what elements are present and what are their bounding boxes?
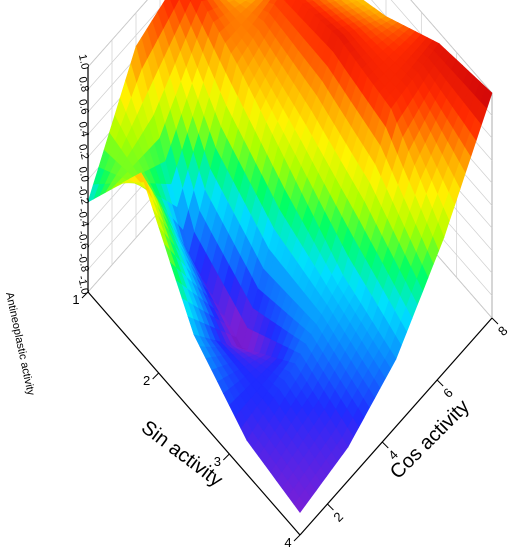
z-tick-label: 1.0 [76,53,91,70]
x-tick-label: 3 [214,454,221,469]
y-axis-line [299,317,493,536]
surface-mesh [87,0,493,514]
y-tick-label: 6 [440,385,456,401]
tick-labels: 1.0 0.8 0.6 0.4 0.2 0.0 -0.2-0.4 -0.6-0.8 -1.01 2… [72,53,510,550]
z-tick-label: -1.0 [75,275,91,296]
y-tick-mark [327,503,334,511]
surface-cell [293,496,306,514]
y-tick-mark [491,317,499,325]
z-tick-label: -0.4 [75,207,91,228]
x-tick-label: 2 [143,373,150,388]
x-tick-mark [222,453,230,461]
z-tick-label: -0.2 [75,185,91,206]
z-tick-label: 0.0 [76,166,91,183]
x-tick-label: 4 [284,535,291,550]
y-axis-label: Cos activity [386,396,474,484]
y-tick-label: 8 [495,323,511,339]
z-tick-label: 0.6 [76,98,91,115]
y-tick-mark [381,441,389,449]
x-axis-line [87,291,301,536]
z-tick-label: -0.8 [75,252,91,273]
x-tick-mark [81,291,89,299]
y-tick-label: 2 [330,509,346,525]
y-tick-mark [436,379,444,387]
x-tick-mark [293,534,301,542]
x-tick-mark [152,372,160,380]
axes-frame [87,67,493,536]
x-tick-label: 1 [72,292,79,307]
z-tick-label: 0.8 [76,76,91,93]
z-tick-label: -0.6 [75,230,91,251]
z-tick-label: 0.4 [76,121,91,138]
z-axis-label: Antineoplastic activity [3,291,37,397]
z-tick-label: 0.2 [76,143,91,160]
